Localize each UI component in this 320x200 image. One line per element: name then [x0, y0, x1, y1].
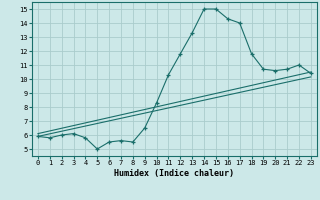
X-axis label: Humidex (Indice chaleur): Humidex (Indice chaleur): [115, 169, 234, 178]
